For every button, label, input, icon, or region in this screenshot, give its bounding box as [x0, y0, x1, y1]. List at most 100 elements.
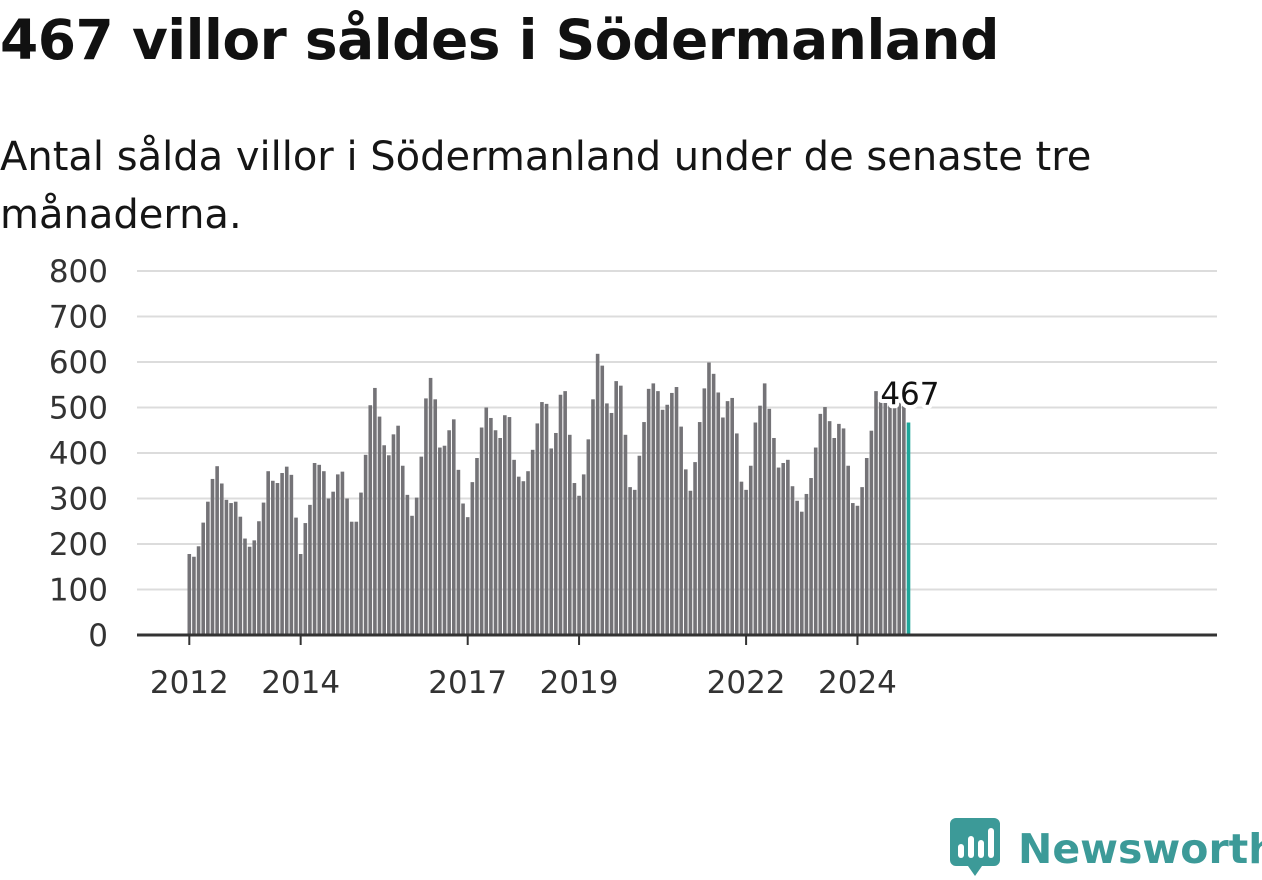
bar — [447, 430, 451, 635]
bar-highlight — [906, 422, 911, 635]
bar — [892, 407, 897, 635]
bar — [317, 464, 322, 635]
bar — [902, 405, 906, 635]
bar — [410, 515, 414, 635]
bar — [837, 423, 841, 635]
bar — [878, 401, 883, 635]
bar — [368, 405, 373, 635]
bar — [345, 498, 349, 635]
bar — [721, 417, 725, 635]
bar — [243, 538, 247, 635]
bar — [614, 381, 618, 635]
bar — [813, 447, 818, 635]
bar — [883, 398, 888, 635]
bar — [549, 448, 554, 635]
bar — [312, 463, 317, 635]
bar — [271, 480, 275, 635]
bar — [233, 501, 238, 635]
bar — [841, 428, 846, 635]
bar — [683, 469, 688, 635]
bar — [855, 505, 860, 635]
bar — [382, 445, 386, 635]
y-tick-label: 0 — [88, 618, 108, 654]
bar — [322, 471, 326, 635]
bar — [786, 459, 790, 635]
bar — [707, 362, 711, 635]
bar — [823, 407, 827, 635]
x-axis: 2012 2014 2017 2019 2022 2024 — [137, 633, 1217, 701]
bar — [781, 463, 786, 635]
bar — [600, 365, 605, 635]
bar — [888, 405, 892, 635]
bar — [642, 422, 646, 635]
bar — [196, 546, 201, 635]
bar — [725, 401, 730, 635]
bar — [832, 437, 837, 635]
bar — [711, 373, 716, 635]
bar — [414, 497, 419, 635]
bar — [229, 503, 233, 635]
bar — [433, 399, 438, 635]
bar — [280, 473, 284, 635]
bar — [387, 455, 391, 635]
y-tick-label: 700 — [49, 300, 108, 336]
bar — [275, 483, 280, 635]
bar — [349, 521, 354, 635]
bar — [475, 458, 479, 635]
bar — [869, 430, 874, 635]
bar — [623, 434, 628, 635]
bar — [442, 445, 447, 635]
bar — [628, 487, 632, 635]
bar — [577, 495, 581, 635]
bar — [744, 489, 748, 635]
y-tick-label: 400 — [49, 436, 108, 472]
bar — [465, 517, 470, 635]
y-tick-label: 300 — [49, 482, 108, 518]
x-tick-label: 2012 — [150, 665, 229, 701]
bar — [377, 416, 382, 635]
bar — [335, 474, 340, 635]
y-tick-label: 200 — [49, 527, 108, 563]
bar — [354, 521, 359, 635]
bar — [215, 466, 219, 635]
x-tick-label: 2014 — [261, 665, 340, 701]
chart-subtitle: Antal sålda villor i Södermanland under … — [0, 134, 1092, 238]
bar — [521, 481, 526, 635]
bar — [498, 437, 502, 635]
bar — [897, 401, 902, 635]
bar — [298, 554, 303, 635]
bars — [187, 353, 911, 635]
bar — [762, 383, 767, 635]
y-axis: 0 100 200 300 400 500 600 700 800 — [49, 254, 108, 654]
bar — [846, 465, 850, 635]
bar — [303, 523, 308, 635]
bar — [187, 554, 192, 635]
bar — [340, 471, 345, 635]
bar — [656, 391, 660, 635]
bar — [758, 405, 762, 635]
bar — [396, 425, 400, 635]
bar — [266, 471, 270, 635]
bar — [400, 465, 405, 635]
bar — [373, 387, 377, 635]
bar — [790, 486, 795, 635]
bar — [679, 426, 683, 635]
bar — [503, 415, 507, 635]
bar — [651, 383, 656, 635]
bar — [716, 392, 721, 635]
bar — [526, 471, 530, 635]
bar — [688, 490, 693, 635]
bar — [563, 391, 567, 635]
bar — [210, 478, 215, 635]
x-tick-label: 2017 — [428, 665, 507, 701]
bar — [799, 511, 804, 635]
bar — [776, 467, 781, 635]
bar — [702, 388, 707, 635]
y-tick-label: 600 — [49, 345, 108, 381]
brand-name: Newsworthy — [1018, 825, 1262, 873]
bar — [646, 388, 651, 635]
bar — [331, 491, 335, 635]
bar — [326, 498, 331, 635]
bar — [484, 407, 489, 635]
x-tick-label: 2022 — [707, 665, 786, 701]
